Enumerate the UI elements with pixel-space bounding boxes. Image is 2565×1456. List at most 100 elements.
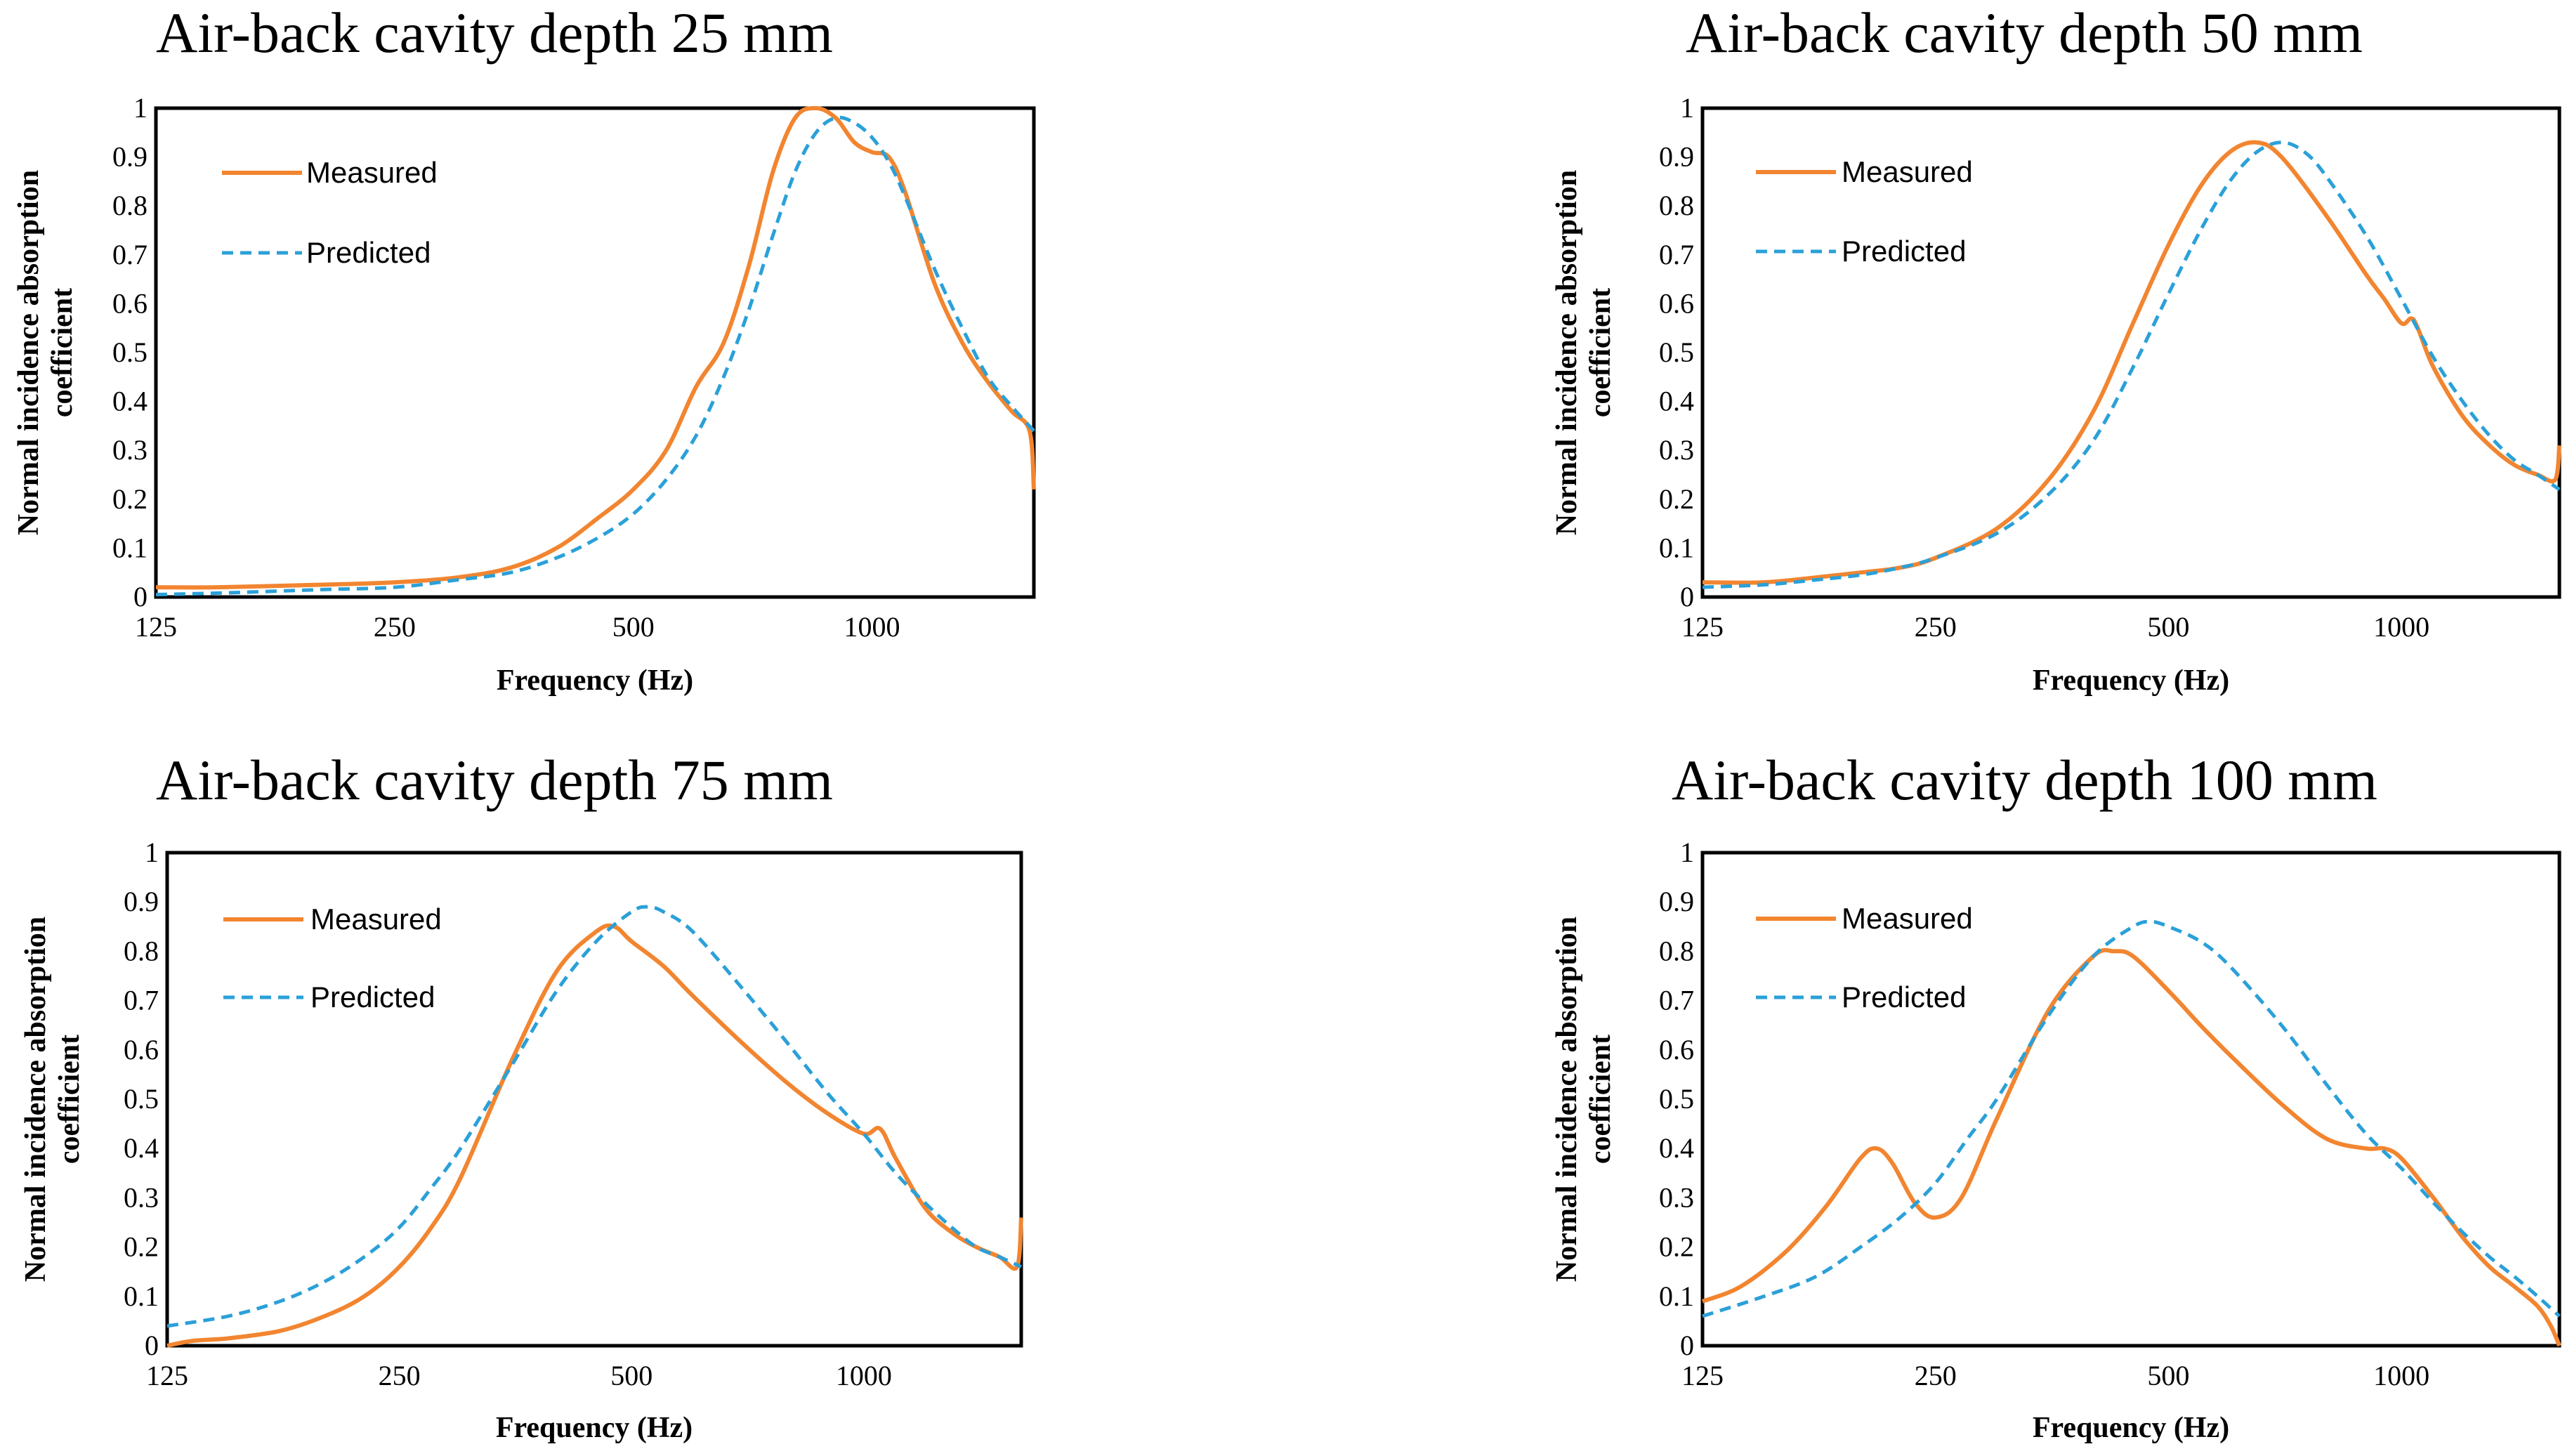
y-tick-label: 0.8 [1659, 190, 1694, 221]
x-tick-labels: 125 250 500 1000 [1681, 1360, 2429, 1391]
legend: Measured Predicted [222, 156, 438, 269]
plot-frame [1700, 106, 2561, 599]
measured-series-line [166, 923, 1023, 1348]
y-tick-label: 0.9 [112, 141, 147, 173]
y-tick-label: 0.5 [1659, 1083, 1694, 1115]
panel-title: Air-back cavity depth 25 mm [156, 1, 833, 65]
y-axis-label-line2: coefficient [1585, 288, 1617, 417]
legend-measured-label: Measured [306, 156, 438, 189]
y-tick-label: 0.8 [1659, 935, 1694, 966]
x-axis-label: Frequency (Hz) [497, 664, 693, 697]
y-tick-label: 0.6 [1659, 287, 1694, 319]
y-axis-label: Normal incidence absorption coefficient [1551, 170, 1617, 535]
measured-series-line [1702, 140, 2561, 585]
x-tick-label: 500 [2147, 611, 2189, 643]
panel-50mm: Air-back cavity depth 50 mm 0 0.1 0.2 0.3 0.… [1551, 1, 2561, 697]
y-axis-label: Normal incidence absorption coefficient [1551, 917, 1617, 1282]
y-tick-label: 0.8 [124, 935, 159, 966]
panel-title: Air-back cavity depth 50 mm [1686, 1, 2363, 65]
y-axis-label: Normal incidence absorption coefficient [13, 170, 79, 535]
panel-25mm: Air-back cavity depth 25 mm 0 0.1 0.2 0.3 0.… [13, 1, 1036, 697]
y-tick-labels: 0 0.1 0.2 0.3 0.4 0.5 0.6 0.7 0.8 0.9 1 [1659, 92, 1694, 612]
series-group [1702, 140, 2561, 589]
y-tick-label: 0.6 [124, 1034, 159, 1065]
legend: Measured Predicted [1756, 155, 1973, 268]
x-tick-labels: 125 250 500 1000 [135, 611, 900, 643]
y-axis-label-line2: coefficient [46, 288, 79, 417]
predicted-series-line [155, 115, 1035, 596]
y-tick-label: 0 [1680, 581, 1694, 612]
y-axis-label-line1: Normal incidence absorption [20, 917, 52, 1282]
y-tick-label: 0.2 [112, 483, 147, 515]
y-tick-label: 0.1 [124, 1280, 159, 1312]
legend-measured-label: Measured [1842, 902, 1973, 935]
x-tick-label: 500 [612, 611, 655, 643]
panel-75mm: Air-back cavity depth 75 mm 0 0.1 0.2 0.3 0.… [20, 748, 1023, 1444]
panel-title: Air-back cavity depth 100 mm [1672, 748, 2377, 812]
x-tick-label: 250 [374, 611, 416, 643]
x-tick-label: 125 [1681, 1360, 1724, 1391]
plot-frame [154, 106, 1036, 599]
y-tick-labels: 0 0.1 0.2 0.3 0.4 0.5 0.6 0.7 0.8 0.9 1 [1659, 837, 1694, 1361]
x-tick-label: 1000 [844, 611, 900, 643]
series-group [166, 905, 1023, 1348]
x-tick-label: 500 [610, 1360, 652, 1391]
x-axis-label: Frequency (Hz) [2033, 664, 2229, 697]
y-tick-label: 0.5 [112, 336, 147, 368]
y-tick-label: 0.9 [1659, 141, 1694, 173]
legend-measured-label: Measured [310, 903, 442, 936]
y-tick-labels: 0 0.1 0.2 0.3 0.4 0.5 0.6 0.7 0.8 0.9 1 [112, 92, 147, 612]
y-tick-label: 1 [1680, 837, 1694, 868]
legend-predicted-label: Predicted [1842, 235, 1966, 268]
y-axis-label-line1: Normal incidence absorption [13, 170, 45, 535]
legend-predicted-label: Predicted [310, 980, 435, 1014]
legend: Measured Predicted [223, 903, 442, 1014]
y-tick-label: 0.1 [1659, 532, 1694, 563]
y-tick-label: 0.3 [112, 434, 147, 466]
y-tick-label: 0.2 [1659, 483, 1694, 515]
y-tick-label: 0.7 [112, 239, 147, 270]
predicted-series-line [1702, 140, 2561, 589]
plot-frame [1700, 851, 2561, 1348]
y-tick-label: 0.5 [1659, 336, 1694, 368]
y-tick-label: 0.6 [112, 287, 147, 319]
y-tick-label: 0.4 [112, 386, 147, 417]
x-tick-label: 1000 [2373, 611, 2429, 643]
series-group [1701, 919, 2561, 1347]
legend-measured-label: Measured [1842, 155, 1973, 188]
y-tick-label: 0.2 [1659, 1231, 1694, 1263]
y-tick-label: 0.7 [1659, 239, 1694, 270]
y-tick-label: 0.1 [112, 532, 147, 563]
plot-frame [165, 851, 1023, 1348]
predicted-series-line [166, 905, 1023, 1328]
x-tick-label: 125 [146, 1360, 188, 1391]
y-tick-label: 0.4 [124, 1132, 159, 1164]
panel-title: Air-back cavity depth 75 mm [156, 748, 833, 812]
x-axis-label: Frequency (Hz) [2033, 1412, 2229, 1444]
x-tick-label: 250 [1915, 611, 1957, 643]
panel-100mm: Air-back cavity depth 100 mm 00.10.20.30… [1551, 748, 2561, 1444]
x-axis-label: Frequency (Hz) [496, 1412, 693, 1444]
y-tick-label: 0 [1680, 1330, 1694, 1361]
y-tick-label: 0.3 [124, 1181, 159, 1213]
y-axis-label-line1: Normal incidence absorption [1551, 170, 1583, 535]
y-tick-label: 0.3 [1659, 434, 1694, 466]
x-tick-label: 125 [1681, 611, 1724, 643]
y-tick-label: 1 [1680, 92, 1694, 124]
y-axis-label-line1: Normal incidence absorption [1551, 917, 1583, 1282]
y-tick-label: 1 [145, 837, 159, 868]
x-tick-label: 250 [379, 1360, 421, 1391]
y-axis-label-line2: coefficient [53, 1035, 86, 1164]
y-tick-label: 0.8 [112, 190, 147, 221]
y-tick-label: 0.9 [1659, 886, 1694, 917]
x-tick-label: 125 [135, 611, 177, 643]
x-tick-label: 250 [1915, 1360, 1957, 1391]
x-tick-label: 1000 [2373, 1360, 2429, 1391]
y-tick-label: 0.6 [1659, 1034, 1694, 1065]
x-tick-labels: 125 250 500 1000 [1681, 611, 2429, 643]
y-tick-label: 0.4 [1659, 1132, 1694, 1164]
y-tick-label: 0.9 [124, 886, 159, 917]
y-axis-label: Normal incidence absorption coefficient [20, 917, 86, 1282]
y-tick-label: 0 [145, 1330, 159, 1361]
